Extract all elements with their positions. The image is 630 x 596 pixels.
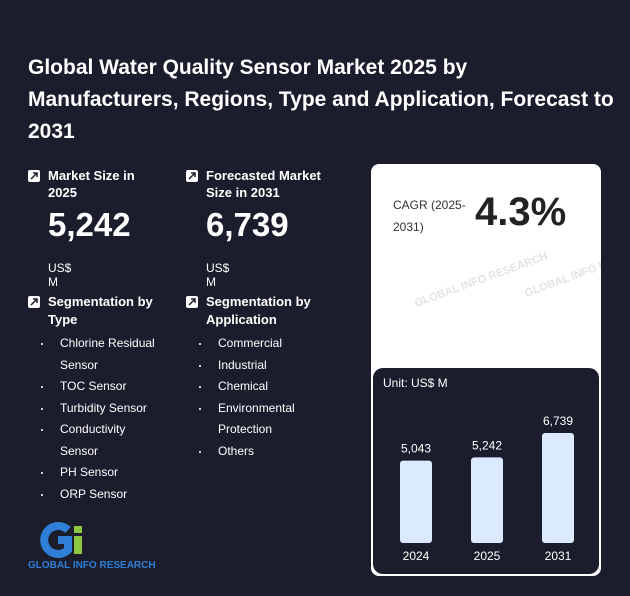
logo-text: GLOBAL INFO RESEARCH xyxy=(28,560,156,571)
bar-2031 xyxy=(542,433,574,543)
bar-value-label: 6,739 xyxy=(543,414,573,428)
list-item: PH Sensor xyxy=(38,462,158,484)
arrow-up-right-icon xyxy=(186,296,198,308)
list-item: Chemical xyxy=(196,376,316,398)
cagr-label: CAGR (2025-2031) xyxy=(393,198,466,234)
market-size-unit: US$ M xyxy=(48,261,72,289)
segmentation-type-title: Segmentation by Type xyxy=(48,294,153,327)
segmentation-application-list: Commercial Industrial Chemical Environme… xyxy=(196,333,316,462)
list-item: Environmental Protection xyxy=(196,398,316,441)
arrow-up-right-icon xyxy=(186,170,198,182)
watermark: GLOBAL INFO RESEARCH xyxy=(523,240,601,300)
segmentation-application-title: Segmentation by Application xyxy=(206,294,311,327)
list-item: TOC Sensor xyxy=(38,376,158,398)
cagr-value: 4.3% xyxy=(475,190,567,234)
chart-unit-label: Unit: US$ M xyxy=(383,376,448,390)
list-item: Others xyxy=(196,441,316,463)
cagr-card: CAGR (2025-2031) 4.3% GLOBAL INFO RESEAR… xyxy=(371,164,601,576)
bar-value-label: 5,043 xyxy=(401,442,431,456)
x-tick-label: 2031 xyxy=(545,549,572,563)
logo-mark-icon xyxy=(40,522,82,558)
list-item: Industrial xyxy=(196,355,316,377)
segmentation-type-list: Chlorine Residual Sensor TOC Sensor Turb… xyxy=(38,333,158,505)
bar-2024 xyxy=(400,460,432,543)
market-size-label: Market Size in 2025 xyxy=(48,168,135,200)
bar-2025 xyxy=(471,457,503,543)
list-item: Chlorine Residual Sensor xyxy=(38,333,158,376)
x-tick-label: 2025 xyxy=(474,549,501,563)
bar-chart: 5,043 2024 5,242 2025 6,739 2031 xyxy=(400,414,574,563)
arrow-up-right-icon xyxy=(28,170,40,182)
watermark: GLOBAL INFO RESEARCH xyxy=(413,250,550,310)
market-size-value: 5,242 xyxy=(48,206,131,243)
list-item: Turbidity Sensor xyxy=(38,398,158,420)
bar-value-label: 5,242 xyxy=(472,438,502,452)
page-title: Global Water Quality Sensor Market 2025 … xyxy=(28,56,614,143)
list-item: Conductivity Sensor xyxy=(38,419,158,462)
list-item: ORP Sensor xyxy=(38,484,158,506)
arrow-up-right-icon xyxy=(28,296,40,308)
x-tick-label: 2024 xyxy=(403,549,430,563)
bar-chart-panel: Unit: US$ M 5,043 2024 5,242 2025 6,739 2031 xyxy=(373,368,599,574)
list-item: Commercial xyxy=(196,333,316,355)
forecast-size-unit: US$ M xyxy=(206,261,230,289)
forecast-size-label: Forecasted Market Size in 2031 xyxy=(206,168,321,200)
logo: GLOBAL INFO RESEARCH xyxy=(28,520,156,571)
forecast-size-value: 6,739 xyxy=(206,206,289,243)
